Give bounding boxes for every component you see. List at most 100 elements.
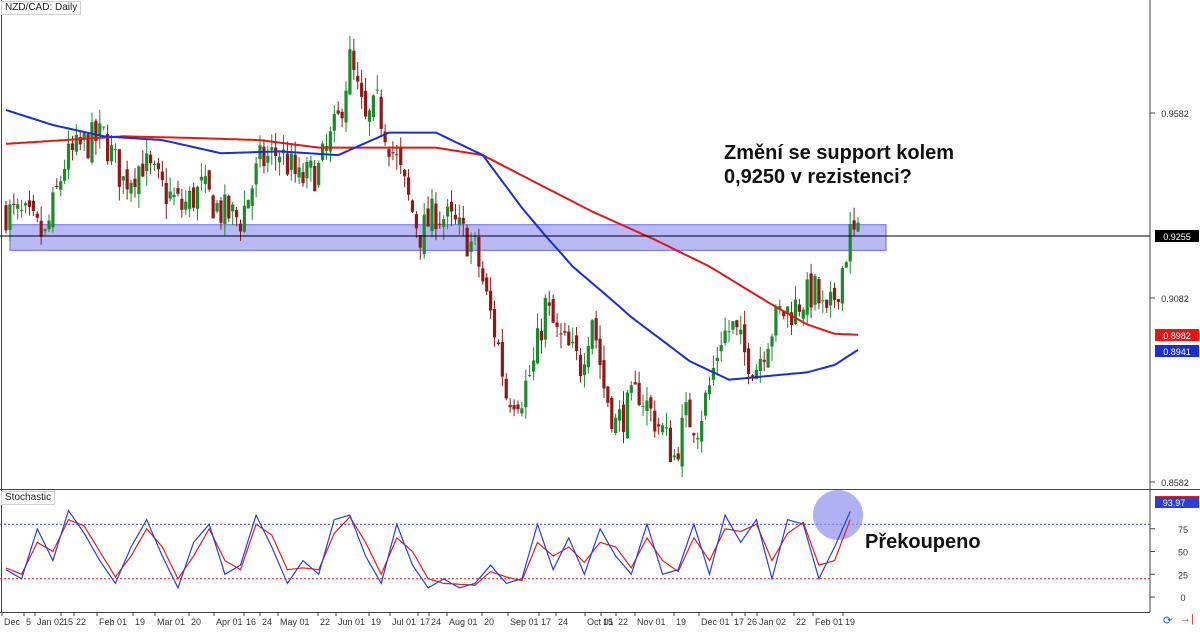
candle-body xyxy=(645,400,649,411)
candle-body xyxy=(489,290,493,311)
candle-body xyxy=(352,50,356,70)
time-tick-label: 20 xyxy=(191,617,201,627)
time-tick-label: Jan 02 xyxy=(759,617,786,627)
candle-body xyxy=(684,402,688,416)
candle-body xyxy=(12,203,16,205)
candle-body xyxy=(543,297,547,340)
candle-body xyxy=(813,275,817,305)
candle-body xyxy=(16,204,20,209)
annotation-line-1: Změní se support kolem xyxy=(724,142,955,164)
candle-body xyxy=(86,134,90,159)
candle-body xyxy=(485,277,489,292)
sync-icon[interactable]: ⟳ xyxy=(1163,615,1173,627)
price-tick-label: 0.9082 xyxy=(1161,294,1189,304)
candle-body xyxy=(438,223,442,225)
candle-body xyxy=(676,453,680,460)
candle-body xyxy=(176,188,180,194)
candle-body xyxy=(20,210,24,212)
candle-body xyxy=(625,392,630,439)
candle-body xyxy=(391,152,395,154)
time-tick-label: Aug 01 xyxy=(449,617,478,627)
time-tick-label: Feb 01 xyxy=(815,617,843,627)
candle-body xyxy=(703,392,708,416)
time-tick-label: Jun 01 xyxy=(338,617,365,627)
candle-body xyxy=(371,95,375,118)
candle-body xyxy=(664,427,669,429)
stochastic-k-value-bg xyxy=(1155,497,1199,508)
time-tick-label: 24 xyxy=(558,617,568,627)
candle-body xyxy=(47,220,51,230)
candle-body xyxy=(66,143,71,170)
candle-body xyxy=(227,195,231,219)
candles-group xyxy=(4,35,860,478)
candle-body xyxy=(383,131,387,143)
candle-body xyxy=(551,299,555,323)
candle-body xyxy=(234,210,239,218)
candle-body xyxy=(246,199,250,209)
candle-body xyxy=(520,408,524,414)
candle-body xyxy=(614,417,618,434)
candle-body xyxy=(152,164,157,166)
ma-blue-value-label: 0.8941 xyxy=(1163,347,1191,357)
time-tick-label: 16 xyxy=(246,617,256,627)
candle-body xyxy=(379,96,383,129)
candle-body xyxy=(692,433,696,436)
overbought-highlight-circle xyxy=(813,490,863,540)
ma-red-value-label: 0.8982 xyxy=(1163,331,1191,341)
time-tick-label: 22 xyxy=(796,617,806,627)
candle-body xyxy=(348,49,352,95)
candle-body xyxy=(63,168,67,181)
candle-body xyxy=(59,181,63,190)
candle-body xyxy=(199,176,204,181)
time-tick-label: 19 xyxy=(676,617,686,627)
time-tick-label: 17 xyxy=(734,617,744,627)
time-tick-label: 24 xyxy=(262,617,272,627)
candle-body xyxy=(571,341,575,344)
candle-body xyxy=(848,223,852,262)
last-price-label: 0.9255 xyxy=(1163,232,1191,242)
candle-body xyxy=(55,186,59,188)
candle-body xyxy=(668,427,673,463)
candle-body xyxy=(750,375,755,377)
candle-body xyxy=(727,331,731,333)
candle-body xyxy=(653,410,657,432)
candle-body xyxy=(344,90,348,123)
candle-body xyxy=(477,237,481,267)
stochastic-label: Stochastic xyxy=(1,491,56,505)
ma-red-value-label-bg xyxy=(1155,329,1199,341)
candle-body xyxy=(418,235,422,248)
candle-body xyxy=(172,194,176,198)
time-tick-label: Feb 01 xyxy=(99,617,127,627)
candle-body xyxy=(449,201,454,212)
candle-body xyxy=(94,120,98,141)
candle-body xyxy=(113,149,118,151)
moving-average-red xyxy=(5,135,859,336)
time-tick-label: 19 xyxy=(371,617,381,627)
candle-body xyxy=(430,198,434,231)
candle-body xyxy=(399,148,403,166)
candle-body xyxy=(422,214,426,255)
candle-body xyxy=(332,113,336,131)
candle-body xyxy=(532,360,536,372)
candle-body xyxy=(309,160,313,168)
scroll-to-end-icon[interactable]: →| xyxy=(1180,613,1194,625)
candle-body xyxy=(496,342,501,344)
candle-body xyxy=(672,455,676,458)
candle-body xyxy=(293,154,297,175)
time-tick-label: 22 xyxy=(618,617,628,627)
candle-body xyxy=(129,182,133,194)
candle-body xyxy=(782,310,786,317)
candle-body xyxy=(102,126,106,128)
candle-body xyxy=(238,223,243,232)
time-tick-label: 15 xyxy=(63,617,73,627)
candle-body xyxy=(563,331,567,333)
candle-body xyxy=(184,201,188,210)
symbol-label: NZD/CAD: Daily xyxy=(1,1,82,15)
candle-body xyxy=(410,200,415,212)
candle-body xyxy=(70,143,75,151)
candle-body xyxy=(598,338,602,366)
candle-body xyxy=(375,89,379,91)
candle-body xyxy=(825,299,829,308)
